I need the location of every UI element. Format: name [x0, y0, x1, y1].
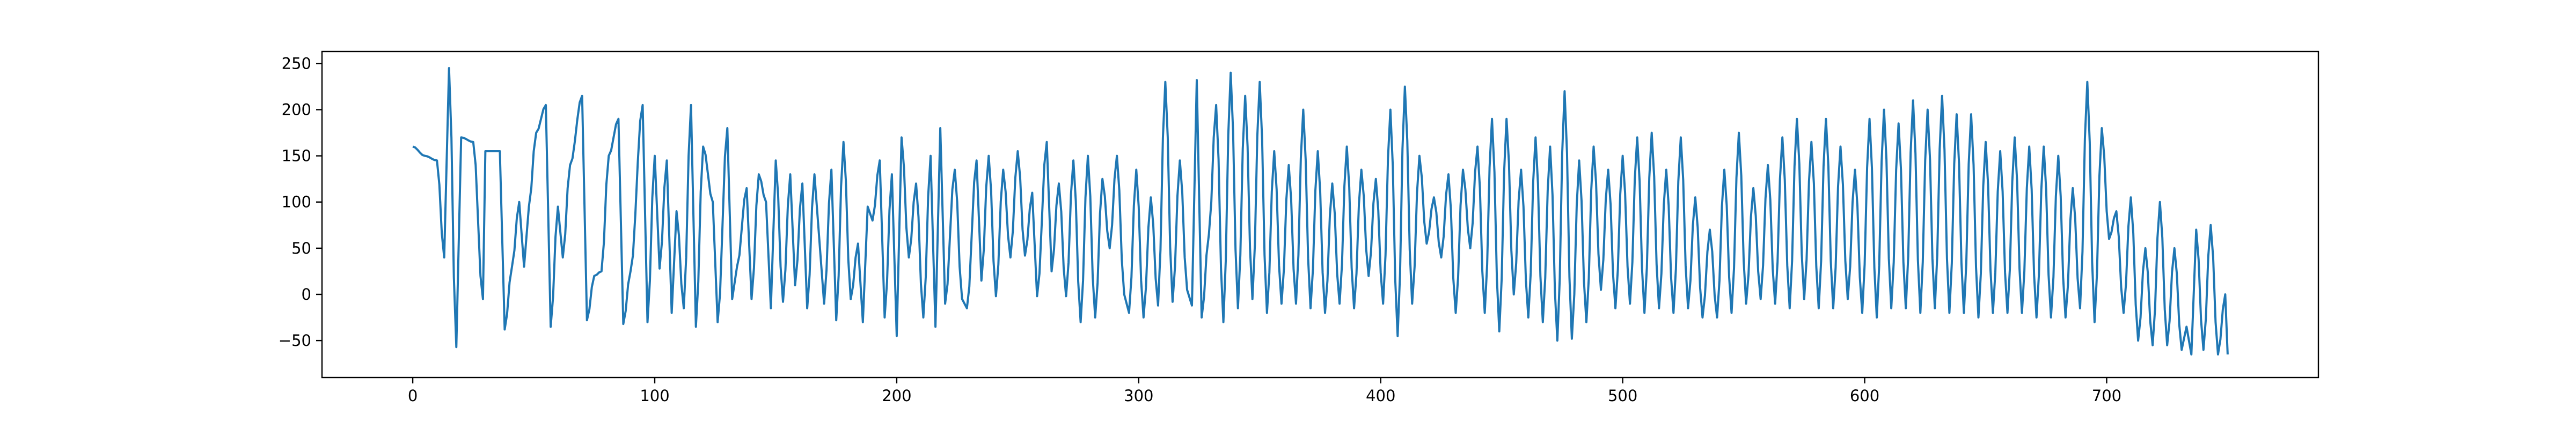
x-tick-label: 300: [1124, 387, 1153, 405]
y-tick-label: −50: [279, 331, 311, 350]
y-tick-label: 100: [282, 193, 311, 211]
axis-ticks: 0 100 200 300 400 500 600 700 −50 0 50 100 150 200 250: [279, 54, 2121, 405]
x-tick-label: 600: [1850, 387, 1879, 405]
y-tick-label: 200: [282, 101, 311, 119]
y-tick-label: 50: [291, 239, 311, 257]
series-line: [412, 67, 2229, 356]
plot-area: [412, 67, 2229, 356]
y-tick-label: 250: [282, 54, 311, 72]
y-tick-label: 0: [302, 285, 311, 304]
y-tick-label: 150: [282, 147, 311, 165]
x-tick-label: 100: [640, 387, 669, 405]
x-tick-label: 500: [1608, 387, 1637, 405]
x-tick-label: 700: [2092, 387, 2121, 405]
plot-frame: [321, 50, 2319, 379]
x-tick-label: 200: [882, 387, 911, 405]
x-tick-label: 0: [408, 387, 418, 405]
x-tick-label: 400: [1366, 387, 1395, 405]
